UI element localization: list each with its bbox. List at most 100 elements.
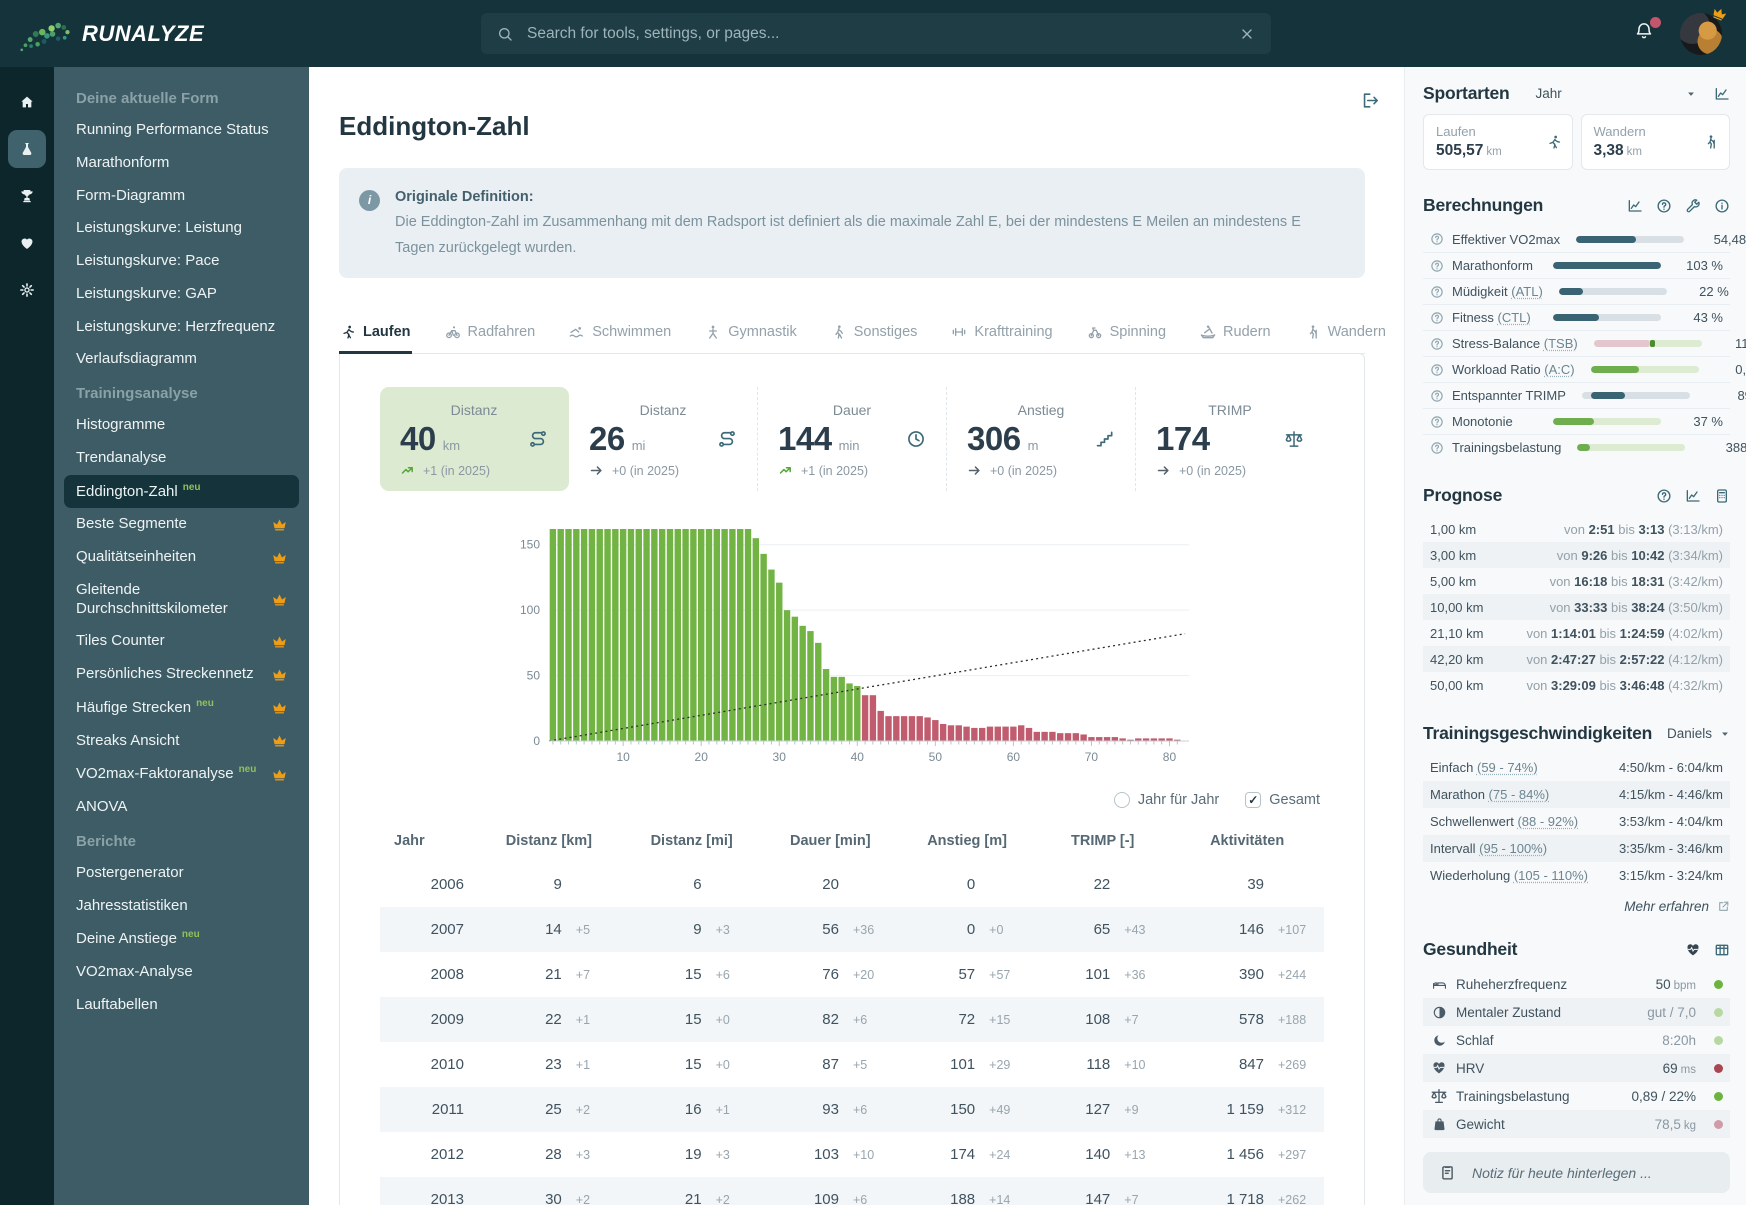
stat-card-anstieg-m[interactable]: Anstieg306m+0 (in 2025) <box>947 387 1136 491</box>
prognose-help-icon[interactable] <box>1656 488 1672 504</box>
table-header[interactable]: TRIMP [-] <box>1035 820 1170 862</box>
value-cell: 39 <box>1176 876 1318 893</box>
stat-card-distanz-km[interactable]: Distanz40km+1 (in 2025) <box>380 387 569 491</box>
sidebar-item-histogramme[interactable]: Histogramme <box>64 409 299 442</box>
year-cell: 2010 <box>380 1042 476 1087</box>
table-header[interactable]: Jahr <box>380 820 476 862</box>
rail-item-statistics-flask[interactable] <box>8 130 46 168</box>
tab-radfahren[interactable]: Radfahren <box>444 318 537 354</box>
stat-card-distanz-mi[interactable]: Distanz26mi+0 (in 2025) <box>569 387 758 491</box>
sidebar-item-marathonform[interactable]: Marathonform <box>64 147 299 180</box>
table-header[interactable]: Anstieg [m] <box>899 820 1035 862</box>
help-circle-icon[interactable] <box>1430 310 1444 326</box>
tab-wandern[interactable]: Wandern <box>1304 318 1387 354</box>
sidebar-item-leistungskurve-herzfrequenz[interactable]: Leistungskurve: Herzfrequenz <box>64 311 299 344</box>
sidebar-item-gleitende-durchschnittskilometer[interactable]: Gleitende Durchschnittskilometer <box>64 574 299 626</box>
mehr-erfahren-link[interactable]: Mehr erfahren <box>1423 899 1730 914</box>
method-select[interactable]: Daniels <box>1667 726 1730 741</box>
sidebar-item-streaks-ansicht[interactable]: Streaks Ansicht <box>64 725 299 758</box>
rail-item-home[interactable] <box>8 83 46 121</box>
prognose-section: Prognose 1,00 kmvon 2:51 bis 3:13 (3:13/… <box>1423 485 1730 698</box>
calc-row-m-digkeit: Müdigkeit (ATL)22 % <box>1423 278 1730 304</box>
tab-gymnastik[interactable]: Gymnastik <box>704 318 798 354</box>
search-clear-icon[interactable] <box>1239 26 1255 42</box>
sidebar-item-qualit-tseinheiten[interactable]: Qualitätseinheiten <box>64 541 299 574</box>
notifications-button[interactable] <box>1634 21 1654 46</box>
sidebar-item-eddington-zahl[interactable]: Eddington-Zahlneu <box>64 475 299 509</box>
berechnungen-tools-icon[interactable] <box>1685 198 1701 214</box>
sidebar-item-leistungskurve-gap[interactable]: Leistungskurve: GAP <box>64 278 299 311</box>
sidebar-item-vo2max-analyse[interactable]: VO2max-Analyse <box>64 956 299 989</box>
sidebar-item-running-performance-status[interactable]: Running Performance Status <box>64 114 299 147</box>
sidebar-item-anova[interactable]: ANOVA <box>64 791 299 824</box>
help-circle-icon[interactable] <box>1430 440 1444 456</box>
tab-schwimmen[interactable]: Schwimmen <box>568 318 672 354</box>
sidebar-item-leistungskurve-pace[interactable]: Leistungskurve: Pace <box>64 245 299 278</box>
brand[interactable]: RUNALYZE <box>18 13 204 55</box>
calc-label: Trainingsbelastung <box>1452 440 1561 455</box>
stat-label: Distanz <box>400 402 548 418</box>
rail-item-health-heart[interactable] <box>8 224 46 262</box>
daily-note-input[interactable]: Notiz für heute hinterlegen ... <box>1423 1152 1730 1193</box>
note-placeholder: Notiz für heute hinterlegen ... <box>1472 1165 1652 1181</box>
stat-card-trimp-trimp[interactable]: TRIMP174+0 (in 2025) <box>1136 387 1324 491</box>
prognose-distance: 3,00 km <box>1430 548 1510 563</box>
search-input[interactable] <box>525 24 1227 44</box>
table-header[interactable]: Distanz [mi] <box>622 820 762 862</box>
sidebar-item-label: Leistungskurve: Herzfrequenz <box>76 318 287 337</box>
sidebar-item-jahresstatistiken[interactable]: Jahresstatistiken <box>64 890 299 923</box>
help-circle-icon[interactable] <box>1430 284 1444 300</box>
sidebar-item-postergenerator[interactable]: Postergenerator <box>64 857 299 890</box>
checkbox-label: Gesamt <box>1269 792 1320 808</box>
tab-sonstiges[interactable]: Sonstiges <box>830 318 919 354</box>
sidebar-item-label: Eddington-Zahlneu <box>76 482 287 502</box>
rail-item-achievements-trophy[interactable] <box>8 177 46 215</box>
sidebar-item-pers-nliches-streckennetz[interactable]: Persönliches Streckennetz <box>64 658 299 691</box>
help-circle-icon[interactable] <box>1430 362 1444 378</box>
tab-krafttraining[interactable]: Krafttraining <box>950 318 1053 354</box>
table-header[interactable]: Dauer [min] <box>762 820 899 862</box>
health-heart-icon[interactable] <box>1685 942 1701 958</box>
help-circle-icon[interactable] <box>1430 258 1444 274</box>
table-header[interactable]: Distanz [km] <box>476 820 622 862</box>
stat-card-dauer-min[interactable]: Dauer144min+1 (in 2025) <box>758 387 947 491</box>
gesamt-checkbox[interactable]: ✓ Gesamt <box>1245 792 1320 808</box>
global-search[interactable] <box>481 13 1271 54</box>
user-avatar[interactable] <box>1680 13 1722 55</box>
delta-value: +2 <box>702 1193 756 1205</box>
sidebar-item-h-ufige-strecken[interactable]: Häufige Streckenneu <box>64 691 299 725</box>
sidebar-item-leistungskurve-leistung[interactable]: Leistungskurve: Leistung <box>64 212 299 245</box>
table-header[interactable]: Aktivitäten <box>1170 820 1324 862</box>
sidebar-item-tiles-counter[interactable]: Tiles Counter <box>64 625 299 658</box>
delta-value: +3 <box>562 1148 616 1162</box>
berechnungen-help-icon[interactable] <box>1656 198 1672 214</box>
prognose-chart-icon[interactable] <box>1685 488 1701 504</box>
health-row-trainingsbelastung: Trainingsbelastung0,89 / 22% <box>1423 1082 1730 1110</box>
sport-card-wandern[interactable]: Wandern3,38km <box>1581 114 1731 170</box>
tab-laufen[interactable]: Laufen <box>339 318 412 354</box>
sidebar-item-verlaufsdiagramm[interactable]: Verlaufsdiagramm <box>64 343 299 376</box>
tab-rudern[interactable]: Rudern <box>1199 318 1272 354</box>
berechnungen-info-icon[interactable] <box>1714 198 1730 214</box>
sportarten-period-select[interactable]: Jahr <box>1535 86 1696 101</box>
help-circle-icon[interactable] <box>1430 231 1444 247</box>
health-grid-icon[interactable] <box>1714 942 1730 958</box>
sidebar-item-beste-segmente[interactable]: Beste Segmente <box>64 508 299 541</box>
sidebar-item-vo2max-faktoranalyse[interactable]: VO2max-Faktoranalyseneu <box>64 757 299 791</box>
tab-spinning[interactable]: Spinning <box>1086 318 1167 354</box>
export-icon[interactable] <box>1361 91 1380 110</box>
berechnungen-chart-icon[interactable] <box>1627 198 1643 214</box>
sidebar-item-deine-anstiege[interactable]: Deine Anstiegeneu <box>64 922 299 956</box>
help-circle-icon[interactable] <box>1430 414 1444 430</box>
help-circle-icon[interactable] <box>1430 336 1444 352</box>
rail-item-settings-gear[interactable] <box>8 271 46 309</box>
jahr-fuer-jahr-radio[interactable]: Jahr für Jahr <box>1114 792 1219 808</box>
sportarten-chart-icon[interactable] <box>1714 86 1730 102</box>
sidebar-item-form-diagramm[interactable]: Form-Diagramm <box>64 180 299 213</box>
prognose-calculator-icon[interactable] <box>1714 488 1730 504</box>
help-circle-icon[interactable] <box>1430 388 1444 404</box>
icon-rail <box>0 67 54 1205</box>
sidebar-item-lauftabellen[interactable]: Lauftabellen <box>64 989 299 1022</box>
sport-card-laufen[interactable]: Laufen505,57km <box>1423 114 1573 170</box>
sidebar-item-trendanalyse[interactable]: Trendanalyse <box>64 442 299 475</box>
